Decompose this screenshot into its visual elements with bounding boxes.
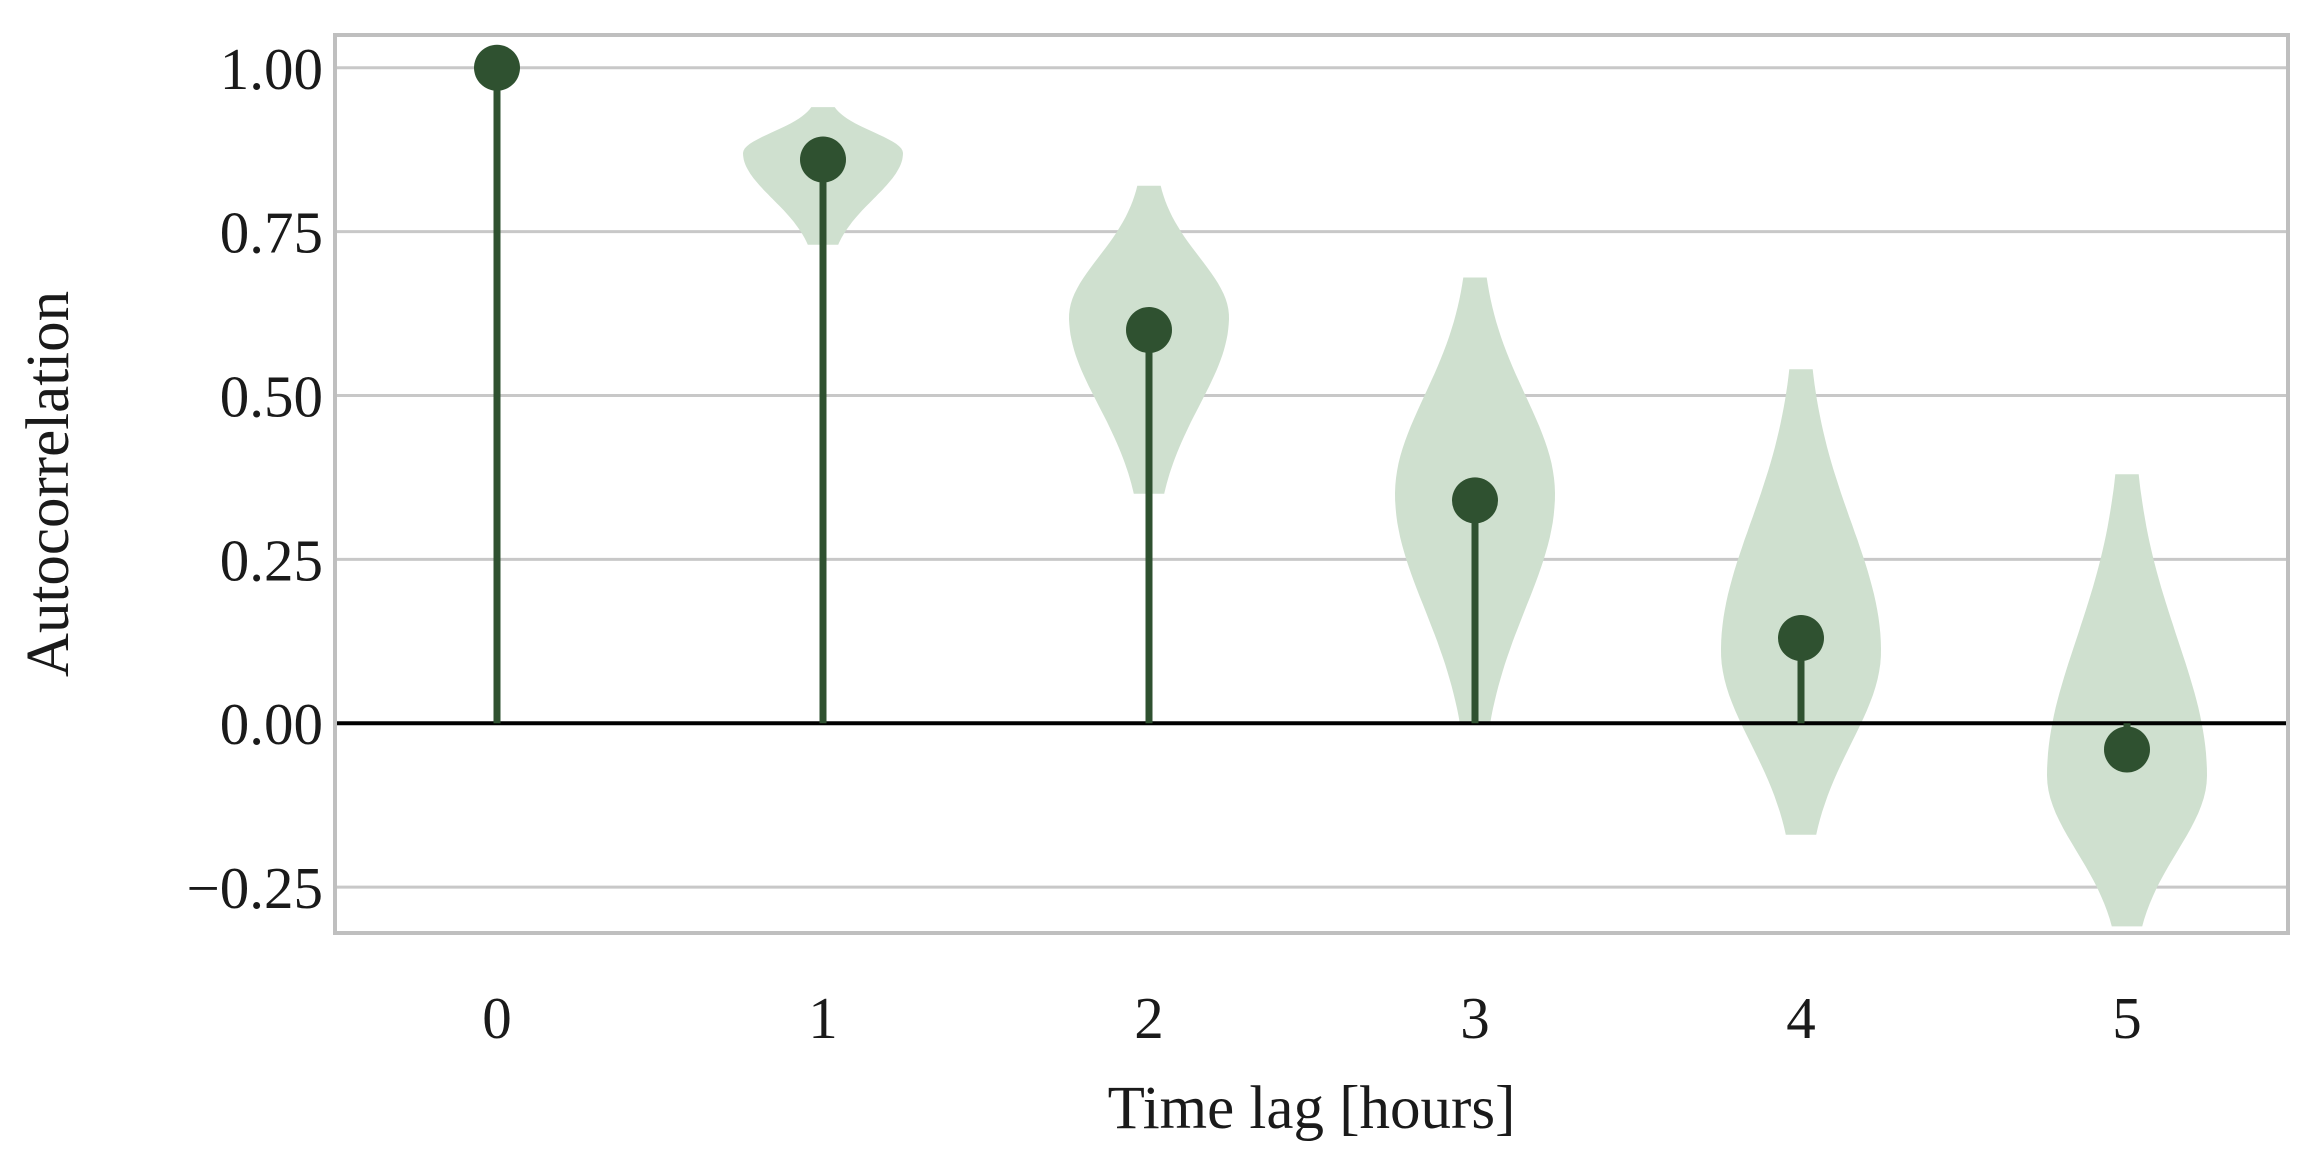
plot-frame xyxy=(333,33,2290,935)
y-axis-label: Autocorrelation xyxy=(15,291,82,677)
y-tick-label: −0.25 xyxy=(186,855,323,921)
y-tick-label: 0.75 xyxy=(220,200,323,266)
violin-lag-4 xyxy=(1721,369,1881,835)
marker-lag-1 xyxy=(800,136,846,183)
marker-lag-5 xyxy=(2104,726,2150,773)
y-tick-label: 0.50 xyxy=(220,364,323,430)
x-tick-label: 3 xyxy=(1460,985,1490,1051)
marker-lag-3 xyxy=(1452,477,1498,524)
x-tick-labels: 0 1 2 3 4 5 xyxy=(482,985,2142,1051)
marker-lag-4 xyxy=(1778,615,1824,662)
y-tick-label: 1.00 xyxy=(220,36,323,102)
x-tick-label: 2 xyxy=(1134,985,1164,1051)
y-tick-label: 0.00 xyxy=(220,691,323,757)
x-tick-label: 4 xyxy=(1786,985,1816,1051)
marker-lag-0 xyxy=(474,44,520,91)
marker-lag-2 xyxy=(1126,306,1172,353)
x-tick-label: 0 xyxy=(482,985,512,1051)
stems xyxy=(493,67,2131,750)
x-tick-label: 1 xyxy=(808,985,838,1051)
violin-lag-5 xyxy=(2047,474,2207,927)
y-tick-labels: −0.25 0.00 0.25 0.50 0.75 1.00 xyxy=(186,36,323,921)
markers xyxy=(474,44,2150,773)
x-tick-label: 5 xyxy=(2112,985,2142,1051)
y-tick-label: 0.25 xyxy=(220,527,323,593)
x-axis-label: Time lag [hours] xyxy=(1108,1075,1516,1142)
grid-lines xyxy=(335,66,2288,889)
